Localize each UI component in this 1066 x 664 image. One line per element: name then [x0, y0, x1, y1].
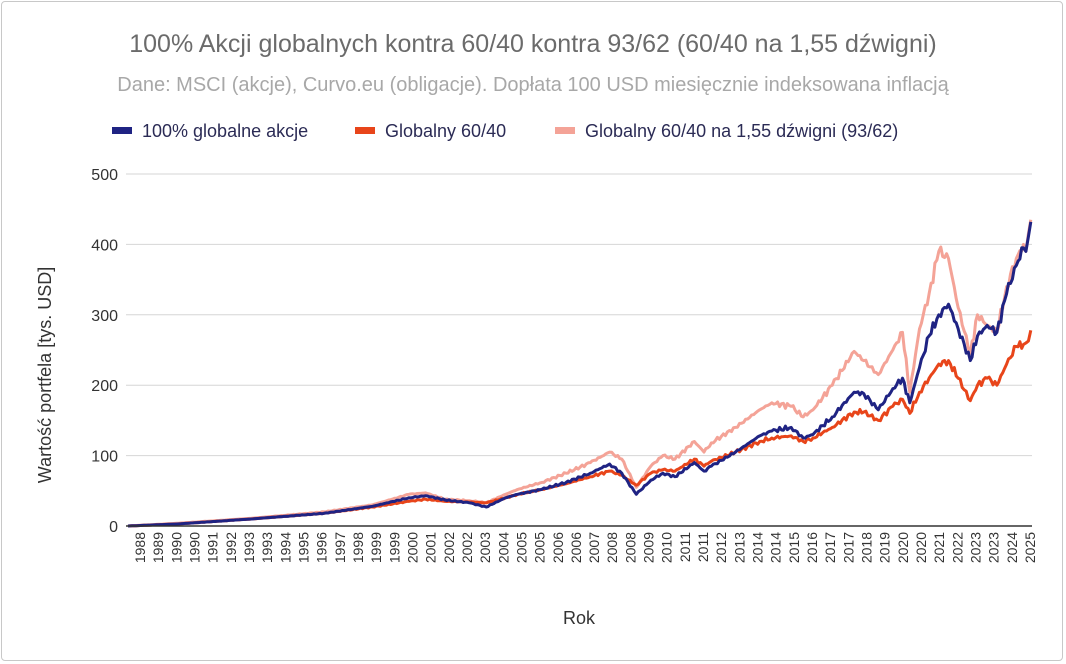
x-tick-label: 1990 [168, 532, 184, 563]
x-tick-label: 1993 [241, 532, 257, 563]
legend-label: Globalny 60/40 na 1,55 dźwigni (93/62) [585, 121, 898, 141]
x-tick-label: 2010 [659, 532, 675, 563]
x-tick-label: 2002 [441, 532, 457, 563]
x-tick-label: 2007 [586, 532, 602, 563]
x-tick-label: 2001 [423, 532, 439, 563]
series-line-1 [127, 329, 1033, 528]
x-tick-label: 1995 [295, 532, 311, 563]
x-tick-label: 2004 [495, 532, 511, 563]
x-tick-label: 2020 [913, 532, 929, 563]
x-tick-label: 2011 [677, 532, 693, 562]
x-tick-label: 2023 [968, 532, 984, 563]
x-tick-label: 2017 [840, 532, 856, 563]
series-lines [127, 219, 1033, 528]
chart-subtitle: Dane: MSCI (akcje), Curvo.eu (obligacje)… [117, 74, 949, 96]
y-axis-label: Wartość portfela [tys. USD] [35, 267, 55, 483]
x-tick-label: 2005 [513, 532, 529, 563]
y-tick-label: 400 [91, 237, 118, 254]
x-tick-label: 2020 [895, 532, 911, 563]
y-tick-label: 0 [109, 519, 118, 536]
x-tick-label: 2014 [750, 532, 766, 563]
legend-swatch [112, 127, 132, 134]
x-tick-label: 1990 [186, 532, 202, 563]
y-tick-label: 300 [91, 308, 118, 325]
x-tick-label: 2013 [731, 532, 747, 563]
x-tick-label: 2006 [568, 532, 584, 563]
x-tick-label: 2021 [931, 532, 947, 563]
x-tick-label: 1994 [277, 532, 293, 563]
x-tick-label: 2000 [404, 532, 420, 563]
x-tick-label: 2011 [695, 532, 711, 562]
x-tick-label: 1993 [259, 532, 275, 563]
x-tick-label: 2023 [986, 532, 1002, 563]
x-tick-label: 2005 [532, 532, 548, 563]
legend-swatch [355, 127, 375, 134]
legend-label: 100% globalne akcje [142, 121, 308, 141]
y-tick-label: 500 [91, 167, 118, 184]
y-axis-ticks: 0 100 200 300 400 500 [91, 167, 118, 536]
x-tick-label: 2019 [877, 532, 893, 563]
x-tick-label: 2017 [822, 532, 838, 563]
x-tick-label: 2014 [768, 532, 784, 563]
x-tick-label: 1989 [150, 532, 166, 563]
chart-title: 100% Akcji globalnych kontra 60/40 kontr… [129, 30, 937, 58]
x-tick-label: 2022 [949, 532, 965, 563]
x-axis-label: Rok [563, 608, 596, 628]
legend: 100% globalne akcje Globalny 60/40 Globaln… [112, 121, 898, 141]
x-tick-label: 1996 [314, 532, 330, 563]
x-tick-label: 2018 [859, 532, 875, 563]
grid [126, 173, 1032, 457]
x-tick-label: 1988 [132, 532, 148, 563]
x-tick-label: 2003 [477, 532, 493, 563]
legend-swatch [555, 127, 575, 134]
x-tick-label: 2015 [786, 532, 802, 563]
x-tick-label: 2025 [1022, 532, 1038, 563]
x-tick-label: 1999 [386, 532, 402, 563]
x-tick-label: 2006 [550, 532, 566, 563]
x-tick-label: 2009 [641, 532, 657, 563]
legend-label: Globalny 60/40 [385, 121, 506, 141]
y-tick-label: 100 [91, 449, 118, 466]
x-tick-label: 2002 [459, 532, 475, 563]
x-tick-label: 1992 [223, 532, 239, 563]
y-tick-label: 200 [91, 378, 118, 395]
x-tick-label: 1997 [332, 532, 348, 563]
x-tick-label: 2016 [804, 532, 820, 563]
x-tick-label: 1991 [205, 532, 221, 563]
series-line-0 [127, 221, 1033, 528]
x-tick-label: 2024 [1004, 532, 1020, 563]
x-tick-label: 2008 [622, 532, 638, 563]
x-tick-label: 2012 [713, 532, 729, 563]
x-tick-label: 1999 [368, 532, 384, 563]
x-tick-label: 2008 [604, 532, 620, 563]
x-tick-label: 1998 [350, 532, 366, 563]
x-axis-ticks: 1988 1989 1990 1990 1991 1992 1993 1993 1994 1995… [132, 532, 1038, 563]
